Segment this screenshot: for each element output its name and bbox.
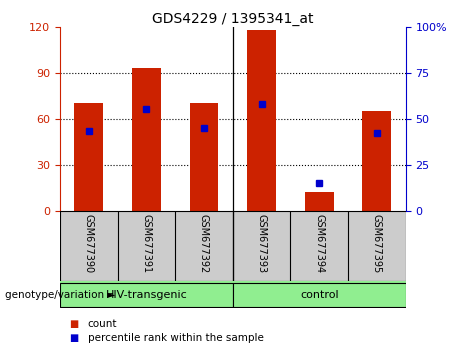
Text: GSM677392: GSM677392 — [199, 214, 209, 273]
Bar — [362, 111, 391, 211]
Text: ■: ■ — [69, 333, 78, 343]
Bar — [74, 103, 103, 211]
Text: GSM677395: GSM677395 — [372, 214, 382, 273]
Text: GSM677394: GSM677394 — [314, 214, 324, 273]
Text: control: control — [300, 290, 338, 300]
Bar — [247, 30, 276, 211]
Text: GSM677391: GSM677391 — [142, 214, 151, 273]
Text: GSM677390: GSM677390 — [84, 214, 94, 273]
Text: GSM677393: GSM677393 — [257, 214, 266, 273]
Bar — [132, 68, 161, 211]
Text: HIV-transgenic: HIV-transgenic — [106, 290, 187, 300]
Bar — [305, 192, 334, 211]
Text: ■: ■ — [69, 319, 78, 329]
Bar — [233, 283, 406, 307]
Text: percentile rank within the sample: percentile rank within the sample — [88, 333, 264, 343]
Text: count: count — [88, 319, 117, 329]
Bar — [60, 283, 233, 307]
Title: GDS4229 / 1395341_at: GDS4229 / 1395341_at — [152, 12, 313, 25]
Bar — [189, 103, 219, 211]
Text: genotype/variation ►: genotype/variation ► — [5, 290, 115, 300]
